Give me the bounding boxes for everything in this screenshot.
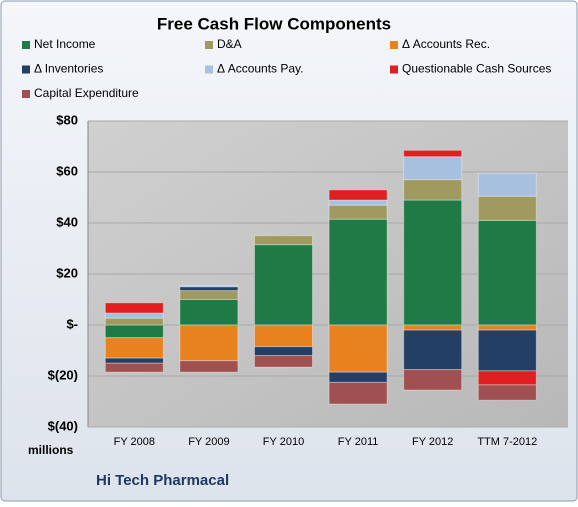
bar-segment [179, 299, 239, 326]
bar-segment [477, 370, 537, 386]
legend-swatch [22, 90, 30, 98]
bar-segment [403, 179, 463, 201]
legend-swatch [390, 41, 398, 49]
legend-swatch [22, 41, 30, 49]
x-tick-label: FY 2008 [114, 436, 155, 448]
bar-segment [254, 346, 313, 357]
company: Hi Tech Pharmacal [96, 472, 229, 489]
legend-label: Δ Accounts Pay. [217, 62, 304, 76]
bar-segment [328, 371, 388, 383]
bar-segment [254, 355, 313, 368]
y-tick-label: $20 [56, 265, 78, 280]
bar-segment [403, 149, 463, 158]
legend-swatch [205, 65, 213, 74]
bar-segment [254, 244, 313, 326]
bar-segment [254, 324, 313, 348]
bar-segment [104, 317, 164, 326]
bar-segment [403, 156, 463, 181]
bar-segment [328, 189, 388, 201]
legend-swatch [205, 41, 213, 49]
bar-segment [104, 337, 164, 359]
legend-label: Capital Expenditure [34, 86, 139, 100]
bar-segment [477, 324, 537, 331]
legend-label: Questionable Cash Sources [402, 62, 551, 76]
bar-segment [104, 312, 164, 319]
bar-segment [403, 199, 463, 326]
legend-label: Net Income [34, 37, 96, 51]
bar-segment [104, 362, 164, 373]
y-tick-label: $40 [56, 214, 78, 229]
legend-swatch [390, 65, 398, 74]
x-tick-label: FY 2012 [412, 436, 453, 448]
bar-segment [328, 324, 388, 373]
bar-segment [477, 172, 537, 197]
bar-segment [104, 302, 164, 314]
bar-segment [477, 329, 537, 372]
x-tick-label: FY 2010 [263, 436, 304, 448]
x-tick-label: FY 2009 [188, 436, 229, 448]
bar-segment [179, 290, 239, 301]
bar-segment [477, 384, 537, 401]
bar-segment [477, 219, 537, 326]
y-tick-label: $(40) [48, 418, 78, 433]
bar-segment [328, 218, 388, 326]
bar-segment [403, 369, 463, 391]
bar-segment [328, 381, 388, 405]
bar-segment [104, 324, 164, 339]
bar-segment [179, 284, 239, 288]
bar-segment [403, 329, 463, 371]
bar-segment [328, 204, 388, 220]
bar-segment [104, 357, 164, 364]
legend-label: D&A [217, 37, 242, 51]
bar-segment [477, 195, 537, 221]
bar-segment [328, 199, 388, 206]
bar-segment [179, 324, 239, 362]
y-tick-label: $(20) [48, 367, 78, 382]
y-tick-label: $- [66, 316, 78, 331]
bar-segment [254, 235, 313, 246]
legend-label: Δ Inventories [34, 62, 103, 76]
chart-title: Free Cash Flow Components [157, 14, 391, 33]
x-tick-label: FY 2011 [338, 436, 379, 448]
bar-segment [179, 360, 239, 373]
y-tick-label: $60 [56, 163, 78, 178]
y-tick-label: $80 [56, 112, 78, 127]
legend-label: Δ Accounts Rec. [402, 37, 490, 51]
bar-segment [403, 324, 463, 331]
x-tick-label: TTM 7-2012 [477, 436, 537, 448]
y-unit: millions [28, 443, 74, 457]
bar-segment [179, 286, 239, 292]
legend-swatch [22, 65, 30, 74]
